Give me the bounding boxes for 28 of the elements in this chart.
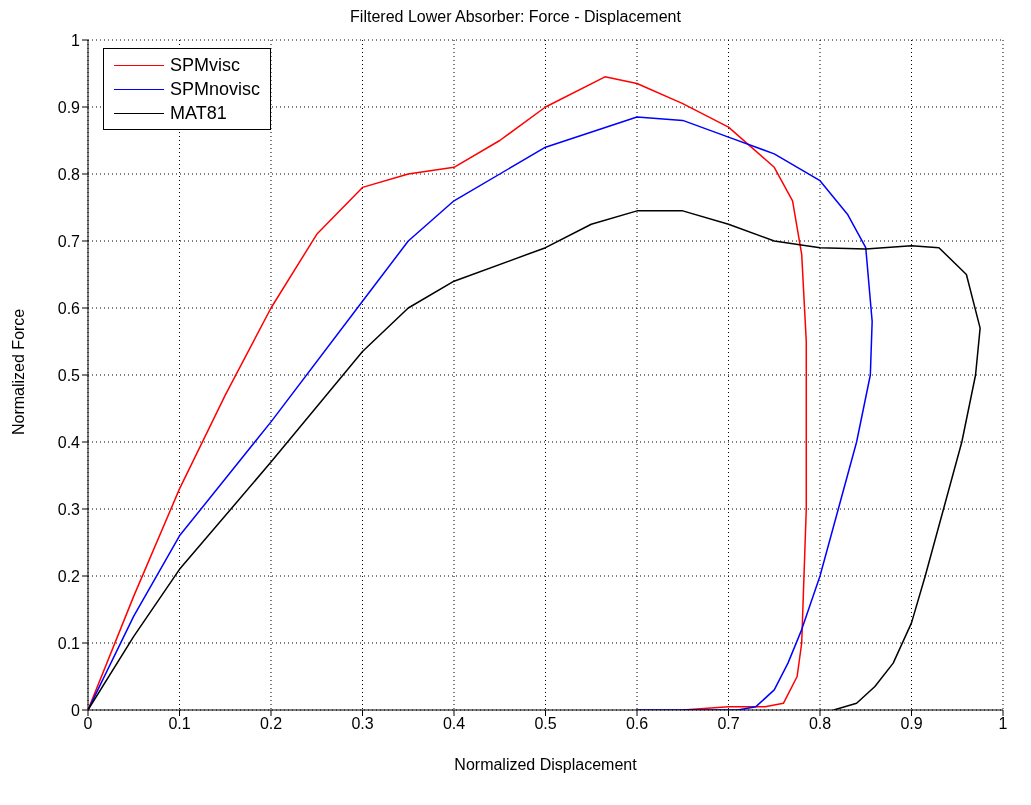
x-tick-label: 0.2	[259, 715, 283, 733]
y-tick-label: 0.6	[57, 299, 81, 317]
x-tick-label: 0.1	[168, 715, 191, 733]
legend-label: SPMnovisc	[170, 78, 261, 101]
y-tick-label: 0.7	[57, 232, 81, 250]
x-tick-label: 1	[998, 715, 1008, 733]
y-tick-label: 0	[71, 701, 81, 719]
x-tick-label: 0.8	[808, 715, 832, 733]
x-tick-label: 0.6	[625, 715, 649, 733]
x-tick-label: 0.3	[351, 715, 374, 733]
y-axis-title: Normalized Force	[9, 308, 27, 435]
y-tick-label: 0.9	[57, 98, 81, 116]
x-tick-label: 0.7	[717, 715, 740, 733]
y-tick-label: 0.5	[57, 366, 81, 384]
y-tick-label: 0.8	[57, 165, 81, 183]
x-tick-label: 0.9	[900, 715, 923, 733]
legend-label: SPMvisc	[170, 54, 241, 77]
y-tick-label: 1	[71, 31, 81, 49]
legend-label: MAT81	[170, 102, 227, 125]
y-tick-label: 0.3	[57, 500, 81, 518]
chart-title: Filtered Lower Absorber: Force - Displacement	[349, 8, 682, 27]
y-tick-label: 0.1	[57, 634, 81, 652]
x-axis-title: Normalized Displacement	[454, 756, 638, 773]
x-tick-label: 0.5	[534, 715, 557, 733]
x-tick-label: 0.4	[442, 715, 466, 733]
y-tick-label: 0.2	[57, 567, 81, 585]
y-tick-label: 0.4	[57, 433, 81, 451]
x-tick-label: 0	[83, 715, 93, 733]
